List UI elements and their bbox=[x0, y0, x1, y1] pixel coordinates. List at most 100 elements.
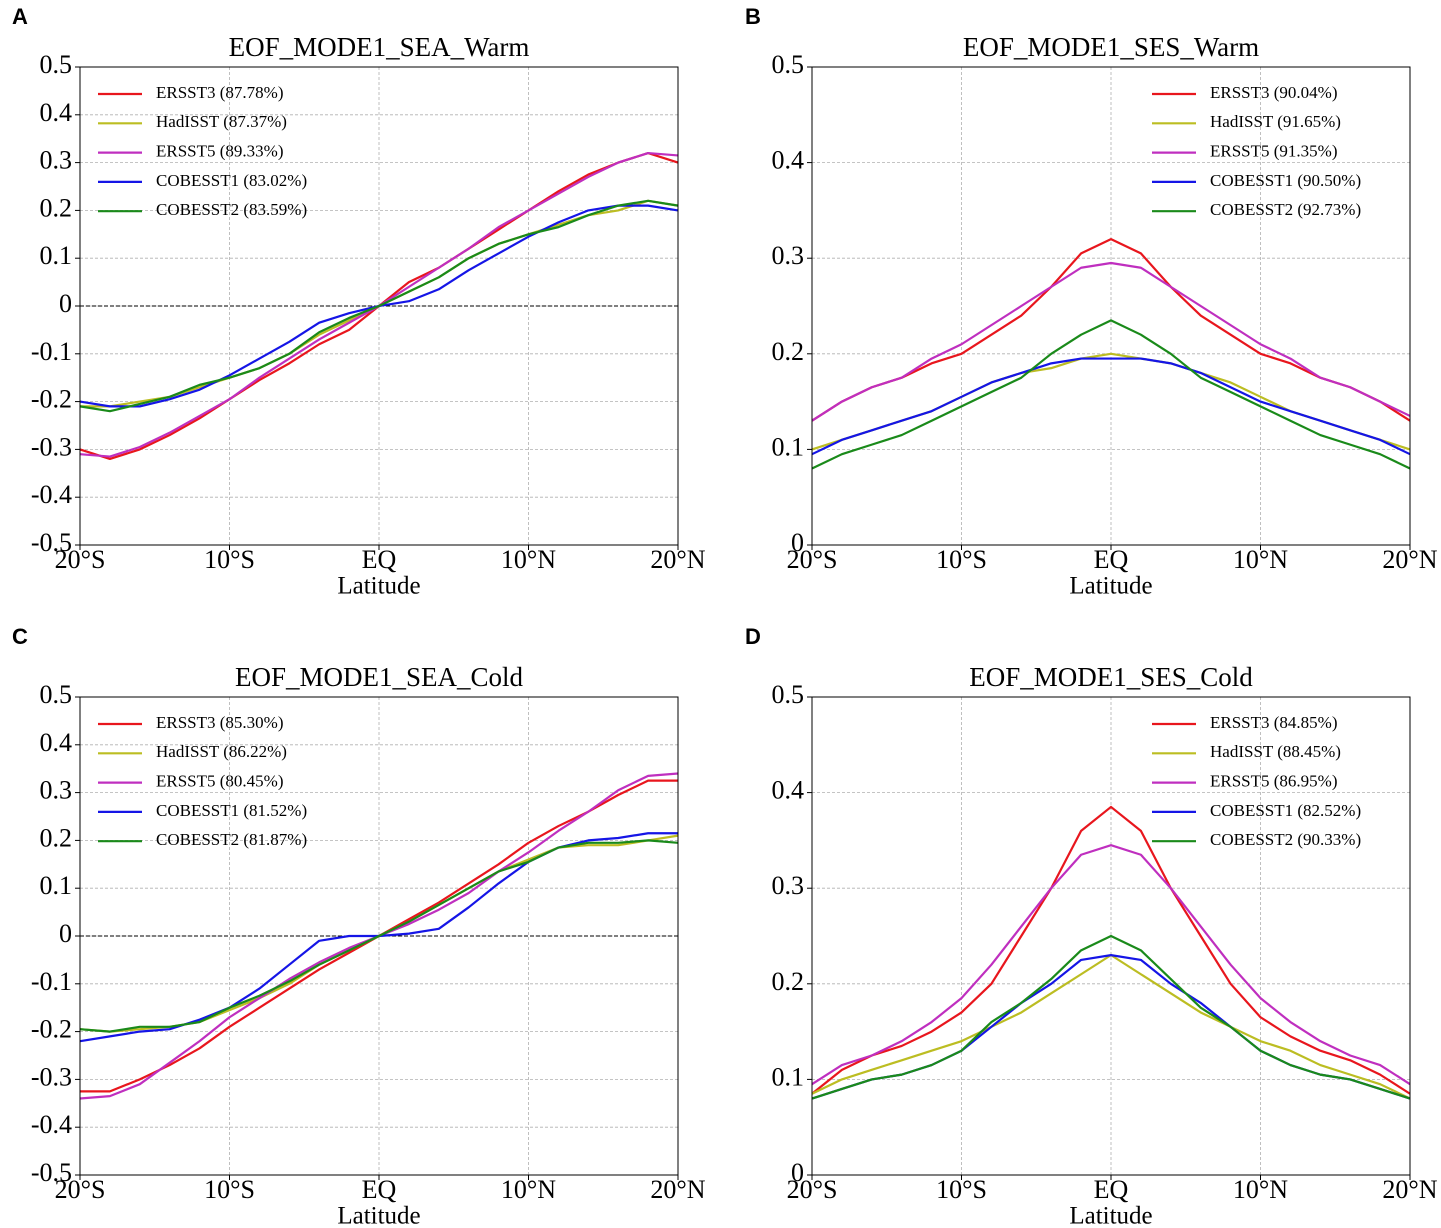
x-tick-label: 10°N bbox=[501, 545, 556, 574]
y-tick-label: 0.3 bbox=[40, 776, 73, 805]
y-tick-label: -0.1 bbox=[31, 337, 72, 366]
x-tick-label: 10°S bbox=[204, 545, 255, 574]
legend-label: COBESST1 (81.52%) bbox=[156, 801, 307, 820]
y-tick-label: 0.5 bbox=[772, 50, 805, 79]
legend-label: COBESST1 (82.52%) bbox=[1210, 801, 1361, 820]
series-line bbox=[811, 319, 1411, 470]
y-tick-label: -0.5 bbox=[31, 1158, 72, 1187]
y-tick-label: 0.3 bbox=[772, 241, 805, 270]
legend-label: COBESST1 (83.02%) bbox=[156, 171, 307, 190]
y-tick-label: 0 bbox=[59, 919, 72, 948]
panel-label: B bbox=[745, 4, 761, 29]
y-tick-label: 0.1 bbox=[40, 241, 73, 270]
chart-title: EOF_MODE1_SEA_Cold bbox=[235, 662, 524, 692]
y-tick-label: 0 bbox=[791, 528, 804, 557]
x-axis-label: Latitude bbox=[1069, 573, 1152, 600]
x-tick-label: EQ bbox=[1094, 545, 1129, 574]
y-tick-label: 0.4 bbox=[772, 146, 805, 175]
y-tick-label: 0.5 bbox=[40, 50, 73, 79]
y-tick-label: 0.1 bbox=[40, 871, 73, 900]
y-tick-label: 0.3 bbox=[772, 871, 805, 900]
y-tick-label: -0.4 bbox=[31, 1110, 72, 1139]
series-line bbox=[79, 199, 679, 413]
x-tick-label: EQ bbox=[362, 545, 397, 574]
x-tick-label: 20°N bbox=[650, 545, 705, 574]
legend-label: HadISST (88.45%) bbox=[1210, 742, 1341, 761]
legend-label: ERSST5 (80.45%) bbox=[156, 772, 284, 791]
y-tick-label: 0.4 bbox=[40, 728, 73, 757]
plot-frame bbox=[79, 696, 679, 1176]
legend-label: COBESST2 (92.73%) bbox=[1210, 200, 1361, 219]
y-tick-label: -0.3 bbox=[31, 1062, 72, 1091]
y-tick-label: 0.1 bbox=[772, 432, 805, 461]
legend-label: ERSST3 (84.85%) bbox=[1210, 713, 1338, 732]
x-tick-label: 10°S bbox=[936, 545, 987, 574]
x-tick-label: 20°S bbox=[787, 545, 838, 574]
legend-label: COBESST1 (90.50%) bbox=[1210, 171, 1361, 190]
legend-label: COBESST2 (81.87%) bbox=[156, 830, 307, 849]
y-tick-label: 0.2 bbox=[772, 337, 805, 366]
x-tick-label: 10°N bbox=[1233, 545, 1288, 574]
series-line bbox=[811, 844, 1411, 1086]
panel-label: D bbox=[745, 624, 761, 649]
legend-label: HadISST (87.37%) bbox=[156, 112, 287, 131]
legend-label: ERSST3 (87.78%) bbox=[156, 83, 284, 102]
legend-label: HadISST (86.22%) bbox=[156, 742, 287, 761]
y-tick-label: 0.4 bbox=[40, 98, 73, 127]
x-tick-label: 10°N bbox=[1233, 1175, 1288, 1204]
chart-title: EOF_MODE1_SES_Cold bbox=[969, 662, 1253, 692]
x-tick-label: 10°N bbox=[501, 1175, 556, 1204]
y-tick-label: 0.5 bbox=[772, 680, 805, 709]
x-tick-label: 20°S bbox=[787, 1175, 838, 1204]
x-tick-label: 20°N bbox=[650, 1175, 705, 1204]
plot-frame bbox=[79, 66, 679, 546]
chart-title: EOF_MODE1_SES_Warm bbox=[963, 32, 1259, 62]
y-tick-label: -0.2 bbox=[31, 385, 72, 414]
y-tick-label: 0.2 bbox=[40, 823, 73, 852]
x-tick-label: 10°S bbox=[936, 1175, 987, 1204]
x-tick-label: 20°S bbox=[55, 545, 106, 574]
x-tick-label: 20°N bbox=[1382, 1175, 1437, 1204]
panel-label: C bbox=[12, 624, 28, 649]
legend-label: HadISST (91.65%) bbox=[1210, 112, 1341, 131]
y-tick-label: -0.3 bbox=[31, 432, 72, 461]
legend-label: ERSST5 (89.33%) bbox=[156, 142, 284, 161]
y-tick-label: 0.2 bbox=[772, 967, 805, 996]
y-tick-label: 0.1 bbox=[772, 1062, 805, 1091]
legend-label: ERSST3 (90.04%) bbox=[1210, 83, 1338, 102]
legend-label: ERSST5 (86.95%) bbox=[1210, 772, 1338, 791]
series-line bbox=[811, 805, 1411, 1095]
y-tick-label: -0.2 bbox=[31, 1015, 72, 1044]
plot-frame bbox=[811, 66, 1411, 546]
x-tick-label: 20°N bbox=[1382, 545, 1437, 574]
y-tick-label: 0 bbox=[791, 1158, 804, 1187]
panel-label: A bbox=[12, 4, 28, 29]
legend-label: ERSST5 (91.35%) bbox=[1210, 142, 1338, 161]
x-tick-label: 20°S bbox=[55, 1175, 106, 1204]
y-tick-label: 0.4 bbox=[772, 776, 805, 805]
series-line bbox=[811, 237, 1411, 422]
y-tick-label: -0.1 bbox=[31, 967, 72, 996]
legend-label: COBESST2 (83.59%) bbox=[156, 200, 307, 219]
x-axis-label: Latitude bbox=[337, 1203, 420, 1228]
plot-frame bbox=[811, 696, 1411, 1176]
x-tick-label: EQ bbox=[1094, 1175, 1129, 1204]
y-tick-label: -0.4 bbox=[31, 480, 72, 509]
y-tick-label: 0.5 bbox=[40, 680, 73, 709]
chart-title: EOF_MODE1_SEA_Warm bbox=[229, 32, 530, 62]
series-line bbox=[79, 839, 679, 1033]
y-tick-label: 0.2 bbox=[40, 193, 73, 222]
series-line bbox=[811, 934, 1411, 1100]
series-line bbox=[811, 357, 1411, 456]
legend-label: ERSST3 (85.30%) bbox=[156, 713, 284, 732]
x-tick-label: EQ bbox=[362, 1175, 397, 1204]
series-line bbox=[811, 261, 1411, 422]
x-axis-label: Latitude bbox=[337, 573, 420, 600]
y-tick-label: 0.3 bbox=[40, 146, 73, 175]
x-tick-label: 10°S bbox=[204, 1175, 255, 1204]
y-tick-label: -0.5 bbox=[31, 528, 72, 557]
x-axis-label: Latitude bbox=[1069, 1203, 1152, 1228]
legend-label: COBESST2 (90.33%) bbox=[1210, 830, 1361, 849]
y-tick-label: 0 bbox=[59, 289, 72, 318]
